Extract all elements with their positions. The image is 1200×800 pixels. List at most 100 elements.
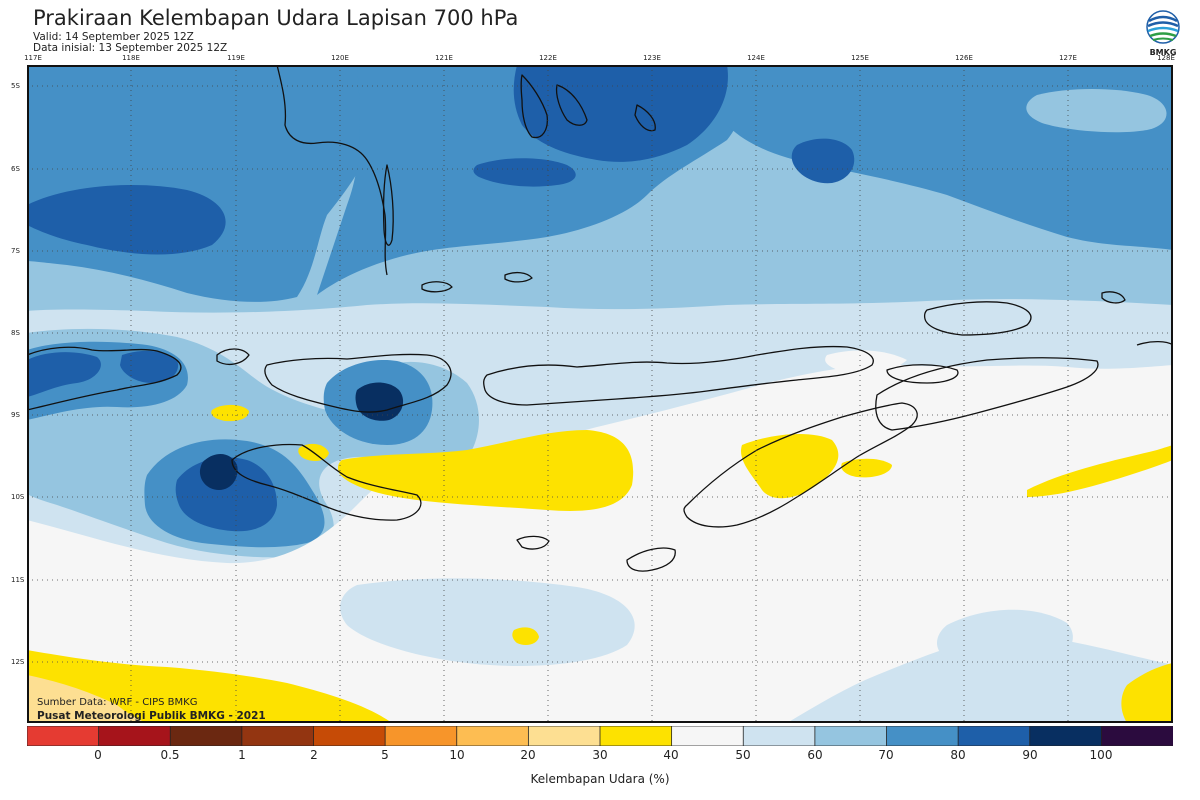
- colorbar-tick-5: 5: [381, 748, 389, 762]
- humidity-map: [27, 65, 1173, 723]
- island-timor-coast: [683, 402, 918, 528]
- lon-tick-118: 118E: [122, 54, 140, 62]
- colorbar-tick-10: 10: [449, 748, 465, 762]
- lon-tick-126: 126E: [955, 54, 973, 62]
- humidity-core-sumba: [199, 453, 238, 490]
- island-wetar-coast: [923, 301, 1032, 336]
- lon-tick-121: 121E: [435, 54, 453, 62]
- producer-credit: Pusat Meteorologi Publik BMKG - 2021: [37, 710, 266, 722]
- humidity-light-patch-east: [1026, 89, 1167, 133]
- colorbar: [27, 726, 1173, 746]
- logo-text: BMKG: [1150, 48, 1177, 57]
- lat-tick-5s: 5S: [11, 82, 20, 90]
- colorbar-tick-100: 100: [1089, 748, 1113, 762]
- map-gridlines: [27, 65, 1173, 723]
- colorbar-tick-0-5: 0.5: [160, 748, 180, 762]
- humidity-patch-south-east: [936, 609, 1073, 673]
- valid-time: Valid: 14 September 2025 12Z: [33, 31, 194, 43]
- island-sulawesi-south-coast: [276, 65, 388, 276]
- colorbar-tick-40: 40: [663, 748, 679, 762]
- lon-tick-125: 125E: [851, 54, 869, 62]
- humidity-core-sumbawa: [355, 382, 404, 421]
- humidity-zone-banda-sea: [513, 65, 728, 162]
- lat-tick-8s: 8S: [11, 329, 20, 337]
- colorbar-tick-50: 50: [735, 748, 751, 762]
- dry-patch-timor-east: [841, 458, 892, 478]
- island-buton-coast: [520, 74, 548, 139]
- island-rote-coast: [626, 547, 676, 572]
- lon-tick-123: 123E: [643, 54, 661, 62]
- island-kalao-coast: [421, 281, 453, 293]
- dry-zone-south: [27, 364, 1173, 723]
- dry-patch-small-west: [211, 404, 249, 422]
- island-sumbawa-coast: [216, 348, 452, 413]
- lon-tick-119: 119E: [227, 54, 245, 62]
- lat-tick-9s: 9S: [11, 411, 20, 419]
- lat-tick-7s: 7S: [11, 247, 20, 255]
- colorbar-label: Kelembapan Udara (%): [530, 772, 670, 786]
- colorbar-swatch: [527, 726, 601, 746]
- island-tukang-besi-coast: [634, 104, 656, 132]
- colorbar-swatch: [384, 726, 458, 746]
- lat-tick-12s: 12S: [11, 658, 25, 666]
- humidity-core-lombok-east: [120, 350, 179, 383]
- dry-patch-timor: [741, 433, 839, 499]
- colorbar-tick-1: 1: [238, 748, 246, 762]
- island-damar-coast: [1101, 291, 1126, 304]
- dry-patch-savu-sea: [338, 430, 634, 511]
- dry-patch-small-south: [512, 627, 539, 645]
- island-sawu-coast: [516, 535, 550, 550]
- lon-tick-124: 124E: [747, 54, 765, 62]
- colorbar-swatch: [599, 726, 673, 746]
- lat-tick-11s: 11S: [11, 576, 25, 584]
- colorbar-swatch: [1029, 726, 1103, 746]
- island-bonerate-coast: [504, 271, 533, 283]
- dry-patch-southwest-core: [27, 675, 147, 723]
- colorbar-swatch: [456, 726, 530, 746]
- lon-tick-128: 128E: [1157, 54, 1175, 62]
- data-source-credit: Sumber Data: WRF - CIPS BMKG: [37, 697, 198, 708]
- humidity-patch-south-central: [340, 578, 635, 666]
- island-sumba-coast: [231, 443, 422, 521]
- humidity-zone-east-core: [791, 138, 855, 184]
- colorbar-tick-30: 30: [592, 748, 608, 762]
- colorbar-tick-80: 80: [950, 748, 966, 762]
- bmkg-logo-icon: BMKG: [1146, 10, 1180, 57]
- lat-tick-10s: 10S: [11, 493, 25, 501]
- colorbar-tick-2: 2: [310, 748, 318, 762]
- island-timor-leste-coast: [875, 357, 1099, 431]
- coastlines: [27, 65, 1173, 572]
- dry-patch-southwest: [27, 650, 392, 723]
- island-flores-coast: [483, 345, 874, 406]
- lon-tick-127: 127E: [1059, 54, 1077, 62]
- lat-tick-6s: 6S: [11, 165, 20, 173]
- island-alor-coast: [886, 364, 959, 384]
- colorbar-swatch: [671, 726, 745, 746]
- dry-patch-east: [1027, 445, 1173, 497]
- colorbar-swatch: [814, 726, 888, 746]
- humidity-zone-flores-sea: [473, 158, 576, 187]
- colorbar-swatch: [886, 726, 960, 746]
- colorbar-swatch: [742, 726, 816, 746]
- colorbar-tick-0: 0: [94, 748, 102, 762]
- colorbar-tick-20: 20: [520, 748, 536, 762]
- colorbar-swatch: [1100, 726, 1173, 746]
- island-muna-coast: [555, 84, 588, 126]
- colorbar-swatch: [313, 726, 387, 746]
- dry-zone-east-upper: [825, 350, 907, 373]
- island-lombok-coast: [27, 346, 182, 411]
- colorbar-swatch: [98, 726, 172, 746]
- initial-time: Data inisial: 13 September 2025 12Z: [33, 42, 228, 54]
- humidity-zone-west-core: [27, 185, 226, 255]
- colorbar-swatch: [27, 726, 100, 746]
- dry-patch-southeast: [1121, 663, 1173, 723]
- map-frame: [27, 65, 1173, 723]
- colorbar-swatch: [241, 726, 315, 746]
- humidity-core-lombok: [27, 352, 101, 397]
- colorbar-tick-90: 90: [1022, 748, 1038, 762]
- lon-tick-122: 122E: [539, 54, 557, 62]
- map-title: Prakiraan Kelembapan Udara Lapisan 700 h…: [33, 6, 519, 30]
- colorbar-swatch: [957, 726, 1031, 746]
- island-selayar-coast: [382, 164, 394, 246]
- colorbar-tick-70: 70: [878, 748, 894, 762]
